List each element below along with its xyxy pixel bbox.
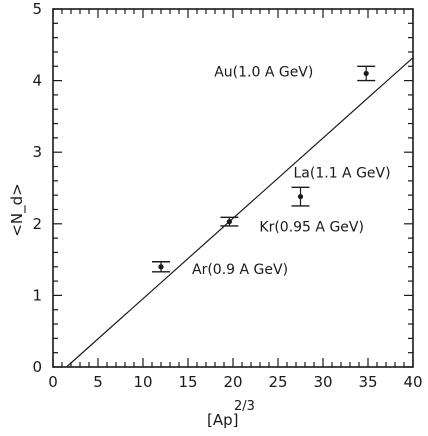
data-point <box>363 70 369 77</box>
x-tick-label: 0 <box>48 373 58 391</box>
y-tick-label: 5 <box>32 0 42 18</box>
y-tick-label: 0 <box>32 358 42 376</box>
annotations: Ar(0.9 A GeV) Kr(0.95 A GeV) La(1.1 A GeV)… <box>192 64 391 277</box>
x-tick-label: 35 <box>358 373 377 391</box>
y-axis-label: <N_d> <box>8 183 27 236</box>
x-tick-label: 25 <box>268 373 287 391</box>
x-tick-label: 40 <box>403 373 422 391</box>
x-tick-label: 5 <box>93 373 103 391</box>
point-label: Kr(0.95 A GeV) <box>259 220 364 236</box>
x-tick-label: 20 <box>223 373 242 391</box>
x-tick-label: 15 <box>178 373 197 391</box>
fit-line <box>66 57 414 368</box>
x-tick-label: 10 <box>133 373 152 391</box>
point-label: Au(1.0 A GeV) <box>214 64 313 80</box>
y-tick-label: 2 <box>32 215 42 233</box>
plot-frame <box>52 8 414 368</box>
data-point <box>158 264 164 270</box>
y-tick-label: 3 <box>32 143 42 161</box>
x-axis-label: [Ap] <box>207 411 239 429</box>
data-point <box>297 193 304 200</box>
fit-line-group <box>66 57 414 368</box>
tick-labels: 0 5 10 15 20 25 30 35 40 0 1 2 3 4 5 <box>32 0 422 391</box>
x-axis-label-superscript: 2/3 <box>234 399 255 414</box>
y-tick-label: 1 <box>32 286 42 304</box>
y-tick-label: 4 <box>32 72 42 90</box>
point-label: La(1.1 A GeV) <box>294 166 391 182</box>
axes <box>52 8 414 368</box>
x-tick-label: 30 <box>313 373 332 391</box>
ticks <box>52 8 414 368</box>
data-points <box>152 65 376 273</box>
point-label: Ar(0.9 A GeV) <box>192 262 288 278</box>
data-point <box>226 219 232 225</box>
